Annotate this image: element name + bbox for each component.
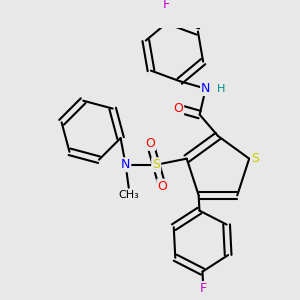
Text: CH₃: CH₃ <box>118 190 139 200</box>
Text: N: N <box>201 82 210 95</box>
Text: O: O <box>145 137 155 150</box>
Text: O: O <box>173 102 183 115</box>
Text: S: S <box>251 152 259 165</box>
Text: S: S <box>152 158 160 171</box>
Text: O: O <box>158 180 167 193</box>
Text: H: H <box>217 84 225 94</box>
Text: N: N <box>121 158 130 171</box>
Text: F: F <box>200 282 207 295</box>
Text: F: F <box>163 0 170 11</box>
